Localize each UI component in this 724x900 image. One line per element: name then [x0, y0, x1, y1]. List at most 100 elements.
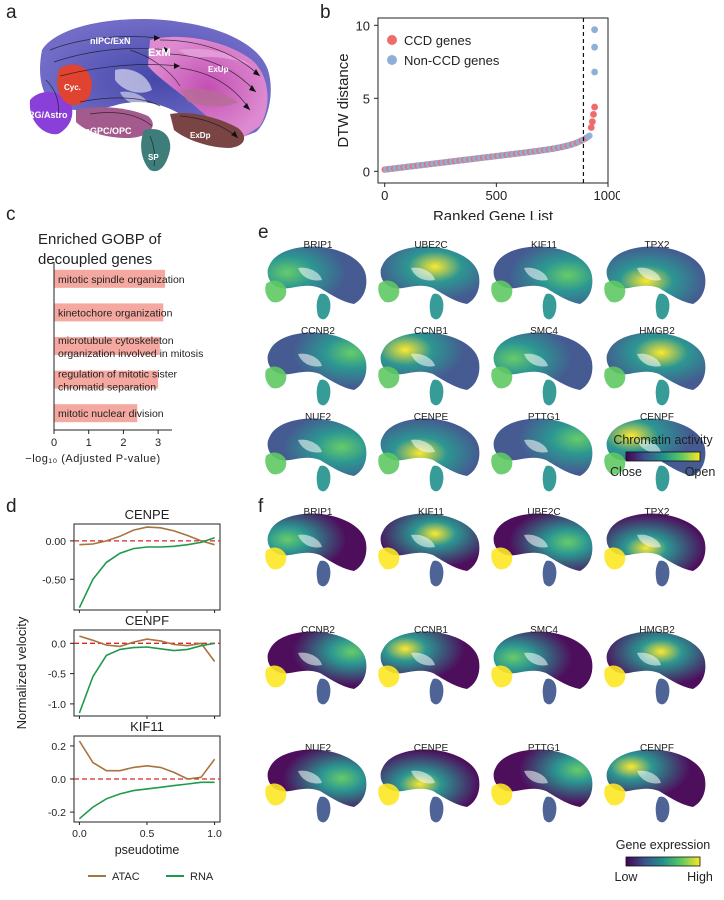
umap-tile-gap: [411, 534, 435, 548]
chart-b-xtick-label: 500: [485, 188, 507, 203]
umap-tile-rg-region: [604, 665, 626, 688]
umap-tile-sp-region: [655, 465, 670, 492]
umap-tile-rg-region: [378, 366, 400, 389]
umap-tile-gap: [411, 652, 435, 666]
umap-tile-sp-region: [429, 379, 444, 406]
umap-tile-gene-label: TPX2: [644, 507, 669, 518]
chart-b-outlier-point: [591, 68, 599, 76]
umap-tile-sp-region: [655, 560, 670, 587]
umap-tile-rg-region: [378, 783, 400, 806]
umap-tile-gene-label: KIF11: [418, 507, 444, 518]
chart-d-ytick-label: -0.2: [48, 807, 66, 819]
chart-b-outlier-point: [591, 103, 599, 111]
umap-tile: BRIP1: [265, 240, 367, 320]
chart-d-ytick-label: 0.0: [51, 638, 66, 650]
umap-tile-gap: [298, 439, 322, 453]
umap-tile: SMC4: [491, 326, 593, 406]
umap-tile-rg-region: [604, 366, 626, 389]
umap-label-nipc: nIPC/ExN: [90, 36, 131, 46]
chart-b-legend-label: CCD genes: [404, 33, 472, 48]
chart-c-bar-label: kinetochore organization: [58, 307, 173, 319]
umap-tile-gap: [524, 652, 548, 666]
umap-tile: BRIP1: [265, 507, 367, 587]
chart-b-xtick-label: 1000: [594, 188, 620, 203]
umap-tile-sp-region: [542, 678, 557, 705]
velocity-streamlines: [45, 36, 261, 167]
umap-tile: PTTG1: [491, 743, 593, 823]
chart-d-xtick-label: 1.0: [207, 828, 222, 840]
chart-c-xlabel: −log₁₀ (Adjusted P-value): [25, 453, 160, 465]
chart-d-ytick-label: 0.2: [51, 741, 66, 753]
umap-tile-gap: [298, 353, 322, 367]
umap-tile-gap: [637, 652, 661, 666]
umap-tile-rg-region: [265, 665, 287, 688]
chart-d-subplot-title: CENPE: [125, 507, 170, 522]
umap-tile-sp-region: [429, 293, 444, 320]
chart-e-chromatin-grid: BRIP1 UBE2C KIF11 TPX2 CCNB2 CCNB1 SMC4 HMGB2 NU…: [265, 240, 715, 492]
umap-tile-gene-label: HMGB2: [639, 326, 675, 337]
chart-d-subplot-title: CENPF: [125, 613, 169, 628]
umap-tile: TPX2: [604, 507, 706, 587]
umap-tile-gene-label: CCNB1: [414, 326, 448, 337]
colorbar-gradient: [625, 451, 701, 462]
chart-d-line-rna: [78, 537, 215, 609]
umap-tile: UBE2C: [378, 240, 480, 320]
umap-tile-gene-label: CENPE: [414, 743, 449, 754]
chart-c-xtick-label: 0: [51, 437, 57, 449]
umap-tile-sp-region: [542, 560, 557, 587]
umap-tile-gene-label: KIF11: [531, 240, 557, 251]
colorbar-high-label: High: [687, 870, 713, 884]
chart-d-ylabel: Normalized velocity: [14, 616, 29, 729]
chart-c-bar-label: microtubule cytoskeleton: [58, 335, 174, 347]
umap-tile-gap: [411, 439, 435, 453]
chart-b-legend-marker: [387, 55, 397, 65]
chart-b-ytick-label: 10: [356, 18, 370, 33]
umap-tile-sp-region: [655, 796, 670, 823]
umap-tile-gap: [524, 267, 548, 281]
umap-tile-gap: [298, 652, 322, 666]
umap-tile: CENPF: [604, 743, 706, 823]
umap-tile-sp-region: [316, 560, 331, 587]
umap-tile-sp-region: [429, 465, 444, 492]
umap-tile-gene-label: CCNB2: [301, 625, 335, 636]
umap-label-sp: SP: [148, 153, 159, 162]
umap-tile-rg-region: [265, 452, 287, 475]
umap-tile-gene-label: UBE2C: [527, 507, 560, 518]
umap-tile-sp-region: [429, 678, 444, 705]
umap-tile-sp-region: [542, 379, 557, 406]
umap-tile-sp-region: [429, 796, 444, 823]
umap-label-exm: ExM: [148, 47, 171, 59]
umap-tile-gene-label: PTTG1: [528, 743, 561, 754]
umap-tile-sp-region: [542, 293, 557, 320]
chart-c-bar-label: regulation of mitotic sister: [58, 369, 178, 381]
umap-tile-gene-label: SMC4: [530, 326, 558, 337]
umap-tile: KIF11: [491, 240, 593, 320]
umap-tile-rg-region: [265, 280, 287, 303]
umap-tile: TPX2: [604, 240, 706, 320]
umap-tile-gap: [411, 353, 435, 367]
umap-tile: CENPF: [604, 412, 706, 492]
umap-label-cyc: Cyc.: [64, 83, 81, 92]
chart-c-xtick-label: 3: [155, 437, 161, 449]
chart-d-xlabel: pseudotime: [115, 843, 180, 857]
panel-label-c: c: [6, 204, 16, 225]
umap-tile: NUF2: [265, 412, 367, 492]
umap-tile-gene-label: CENPF: [640, 412, 674, 423]
umap-tile: CCNB1: [378, 625, 480, 705]
umap-tile: CCNB2: [265, 326, 367, 406]
panel-label-b: b: [320, 2, 331, 23]
umap-tile-rg-region: [265, 547, 287, 570]
umap-tile-gene-label: NUF2: [305, 412, 332, 423]
umap-tile-gene-label: CENPE: [414, 412, 449, 423]
chart-c-bar-label: organization involved in mitosis: [58, 348, 203, 360]
umap-tile-rg-region: [378, 452, 400, 475]
umap-tile-gene-label: UBE2C: [414, 240, 447, 251]
chart-b-outlier-point: [590, 110, 597, 118]
umap-tile-rg-region: [604, 783, 626, 806]
chart-d-ytick-label: -0.50: [42, 574, 66, 586]
umap-tile-sp-region: [316, 678, 331, 705]
chart-d-xtick-label: 0.5: [140, 828, 155, 840]
chart-d-subplot-title: KIF11: [130, 719, 164, 734]
umap-tile-gap: [298, 267, 322, 281]
umap-tile-gap: [524, 353, 548, 367]
